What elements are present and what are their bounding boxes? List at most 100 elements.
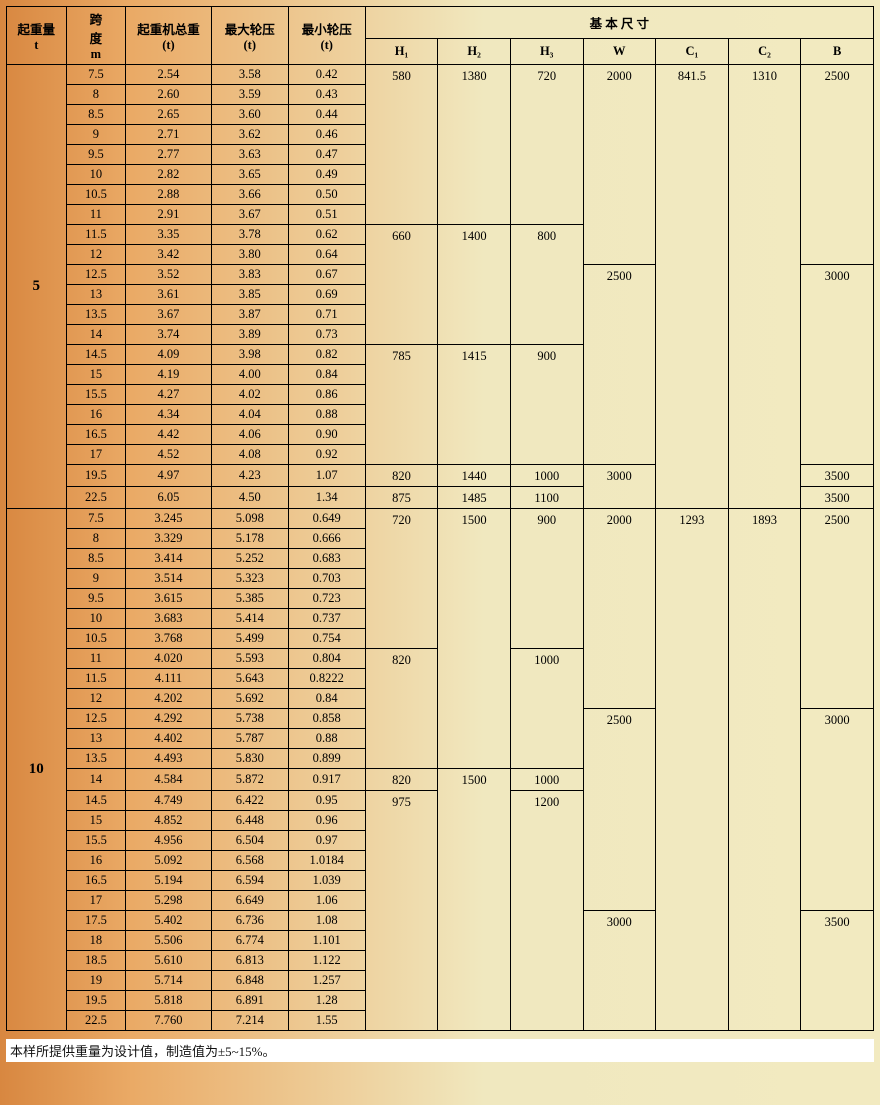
data-cell: 0.666 (288, 529, 365, 549)
data-cell: 4.27 (126, 385, 212, 405)
hdr-H1: H₁ (365, 38, 438, 64)
data-cell: 2.60 (126, 85, 212, 105)
data-cell: 7.5 (66, 509, 126, 529)
data-cell: 4.402 (126, 729, 212, 749)
data-cell: 12 (66, 689, 126, 709)
data-cell: 2.65 (126, 105, 212, 125)
data-cell: 0.67 (288, 265, 365, 285)
dim-cell: 1380 (438, 65, 511, 225)
data-cell: 3.63 (211, 145, 288, 165)
data-cell: 2.77 (126, 145, 212, 165)
data-cell: 0.88 (288, 405, 365, 425)
dim-cell: 1400 (438, 225, 511, 345)
data-cell: 9 (66, 569, 126, 589)
data-cell: 4.19 (126, 365, 212, 385)
dim-cell: 3500 (801, 465, 874, 487)
data-cell: 0.64 (288, 245, 365, 265)
dim-cell: 1893 (728, 509, 801, 1031)
data-cell: 0.917 (288, 769, 365, 791)
dim-cell: 2000 (583, 509, 656, 709)
data-cell: 1.28 (288, 991, 365, 1011)
data-cell: 19.5 (66, 991, 126, 1011)
data-cell: 4.852 (126, 811, 212, 831)
data-cell: 13 (66, 729, 126, 749)
data-cell: 4.04 (211, 405, 288, 425)
data-cell: 0.703 (288, 569, 365, 589)
data-cell: 6.891 (211, 991, 288, 1011)
hdr-W: W (583, 38, 656, 64)
data-cell: 11 (66, 205, 126, 225)
data-cell: 6.649 (211, 891, 288, 911)
dim-cell: 900 (510, 509, 583, 649)
data-cell: 0.92 (288, 445, 365, 465)
dim-cell: 2500 (583, 709, 656, 911)
data-cell: 3.67 (211, 205, 288, 225)
data-cell: 3.768 (126, 629, 212, 649)
hdr-lift: 起重量 t (7, 7, 67, 65)
data-cell: 15 (66, 811, 126, 831)
data-cell: 0.649 (288, 509, 365, 529)
footnote: 本样所提供重量为设计值，制造值为±5~15%。 (6, 1039, 874, 1062)
data-cell: 14.5 (66, 345, 126, 365)
data-cell: 15.5 (66, 385, 126, 405)
data-cell: 0.43 (288, 85, 365, 105)
dim-cell: 1000 (510, 649, 583, 769)
data-cell: 3.98 (211, 345, 288, 365)
data-cell: 6.813 (211, 951, 288, 971)
data-cell: 3.89 (211, 325, 288, 345)
data-cell: 1.039 (288, 871, 365, 891)
data-cell: 1.257 (288, 971, 365, 991)
dim-cell: 820 (365, 465, 438, 487)
data-cell: 5.414 (211, 609, 288, 629)
data-cell: 3.245 (126, 509, 212, 529)
dim-cell: 1500 (438, 509, 511, 769)
data-cell: 3.80 (211, 245, 288, 265)
dim-cell: 1415 (438, 345, 511, 465)
data-cell: 4.09 (126, 345, 212, 365)
data-cell: 0.899 (288, 749, 365, 769)
data-cell: 0.46 (288, 125, 365, 145)
dim-cell: 3000 (801, 709, 874, 911)
data-cell: 0.71 (288, 305, 365, 325)
data-cell: 4.584 (126, 769, 212, 791)
data-cell: 5.643 (211, 669, 288, 689)
data-cell: 2.54 (126, 65, 212, 85)
data-cell: 5.610 (126, 951, 212, 971)
data-cell: 19.5 (66, 465, 126, 487)
data-cell: 0.47 (288, 145, 365, 165)
dim-cell: 1000 (510, 465, 583, 487)
data-cell: 3.514 (126, 569, 212, 589)
data-cell: 5.872 (211, 769, 288, 791)
data-cell: 11.5 (66, 225, 126, 245)
data-cell: 19 (66, 971, 126, 991)
dim-cell: 820 (365, 769, 438, 791)
data-cell: 9.5 (66, 145, 126, 165)
dim-cell: 3000 (583, 465, 656, 509)
data-cell: 22.5 (66, 1011, 126, 1031)
data-cell: 3.329 (126, 529, 212, 549)
data-cell: 4.97 (126, 465, 212, 487)
dim-cell: 580 (365, 65, 438, 225)
data-cell: 9.5 (66, 589, 126, 609)
data-cell: 4.956 (126, 831, 212, 851)
hdr-H2: H₂ (438, 38, 511, 64)
data-cell: 15.5 (66, 831, 126, 851)
data-cell: 10 (66, 165, 126, 185)
hdr-maxp: 最大轮压 (t) (211, 7, 288, 65)
data-cell: 0.8222 (288, 669, 365, 689)
data-cell: 6.736 (211, 911, 288, 931)
data-cell: 3.58 (211, 65, 288, 85)
data-cell: 6.594 (211, 871, 288, 891)
dim-cell: 1485 (438, 487, 511, 509)
dim-cell: 3000 (801, 265, 874, 465)
data-cell: 0.754 (288, 629, 365, 649)
data-cell: 5.098 (211, 509, 288, 529)
data-cell: 18 (66, 931, 126, 951)
data-cell: 0.49 (288, 165, 365, 185)
data-cell: 16 (66, 405, 126, 425)
dim-cell: 1440 (438, 465, 511, 487)
dim-cell: 2500 (801, 509, 874, 709)
data-cell: 17 (66, 891, 126, 911)
data-cell: 3.83 (211, 265, 288, 285)
data-cell: 3.35 (126, 225, 212, 245)
